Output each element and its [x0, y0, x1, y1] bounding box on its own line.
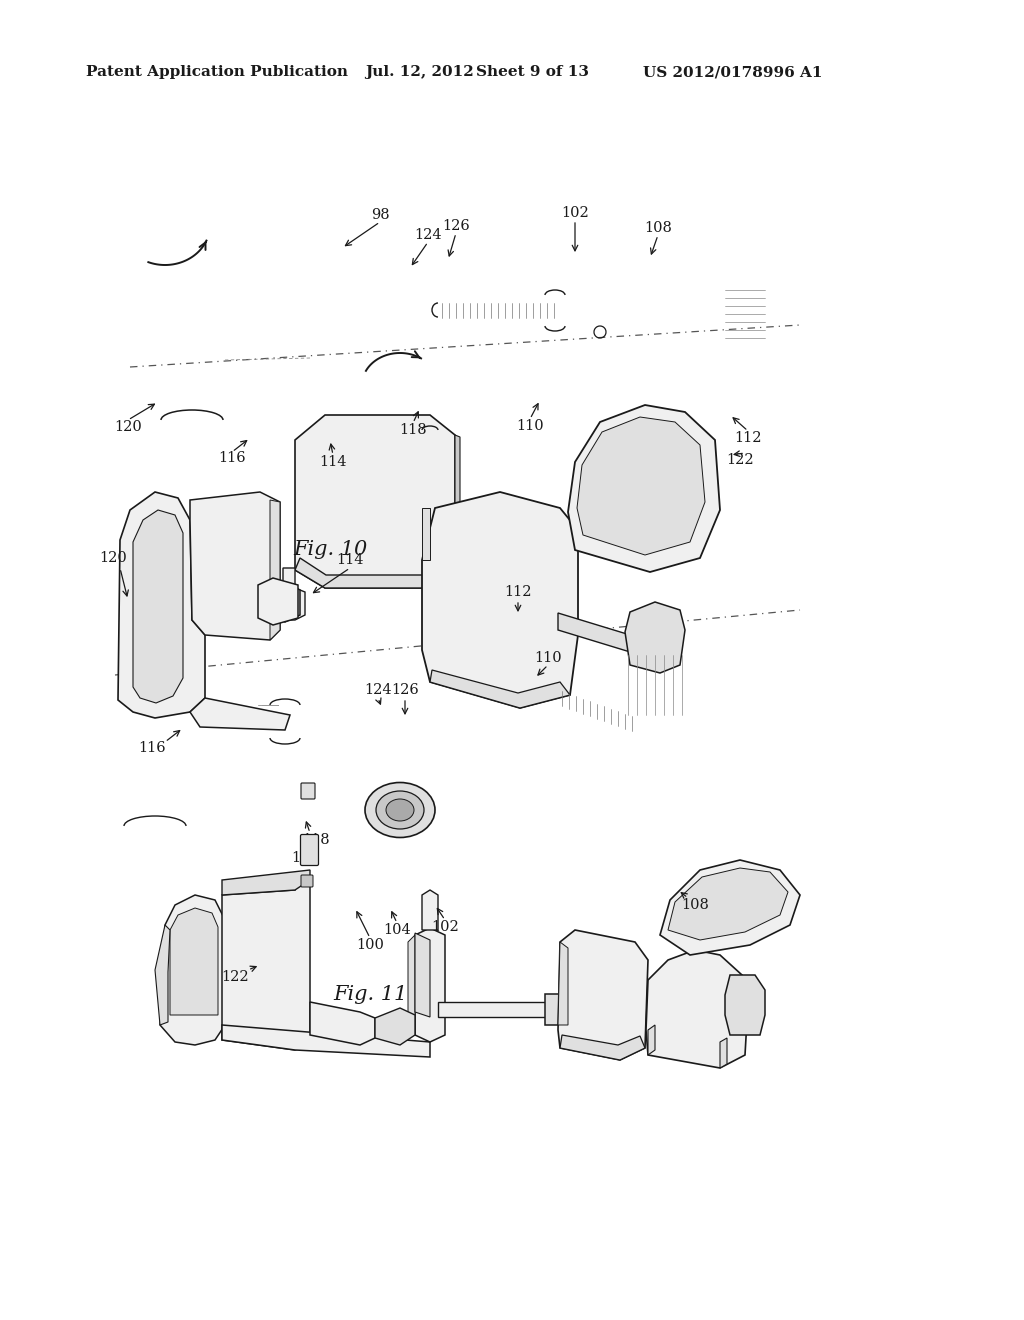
Polygon shape — [118, 492, 205, 718]
Text: 126: 126 — [442, 219, 470, 234]
Polygon shape — [133, 510, 183, 704]
Polygon shape — [170, 908, 218, 1015]
Polygon shape — [558, 612, 640, 655]
Text: US 2012/0178996 A1: US 2012/0178996 A1 — [643, 65, 822, 79]
FancyBboxPatch shape — [301, 875, 313, 887]
Text: 124: 124 — [414, 228, 441, 242]
Polygon shape — [438, 1002, 555, 1016]
Ellipse shape — [376, 791, 424, 829]
Text: 114: 114 — [319, 455, 347, 469]
Polygon shape — [408, 935, 415, 1035]
Polygon shape — [668, 869, 788, 940]
Polygon shape — [625, 602, 685, 673]
Text: 118: 118 — [399, 422, 427, 437]
Polygon shape — [222, 880, 310, 1049]
Text: 108: 108 — [681, 898, 709, 912]
Text: 100: 100 — [356, 939, 384, 952]
Text: Fig. 10: Fig. 10 — [293, 540, 368, 558]
Text: 122: 122 — [726, 453, 754, 467]
Text: Jul. 12, 2012: Jul. 12, 2012 — [365, 65, 474, 79]
Polygon shape — [310, 1002, 375, 1045]
Polygon shape — [422, 508, 430, 560]
Polygon shape — [422, 890, 438, 931]
Polygon shape — [190, 492, 280, 640]
Polygon shape — [455, 436, 460, 566]
Text: Fig. 11: Fig. 11 — [333, 985, 408, 1005]
Polygon shape — [558, 942, 568, 1026]
Polygon shape — [415, 928, 445, 1041]
Polygon shape — [375, 1008, 415, 1045]
Polygon shape — [430, 671, 570, 708]
Polygon shape — [648, 1026, 655, 1055]
Polygon shape — [222, 870, 310, 895]
Text: Patent Application Publication: Patent Application Publication — [86, 65, 348, 79]
Text: 116: 116 — [138, 741, 166, 755]
Text: 112: 112 — [504, 585, 531, 599]
Ellipse shape — [386, 799, 414, 821]
Polygon shape — [577, 417, 705, 554]
Polygon shape — [415, 933, 430, 1016]
Text: 108: 108 — [644, 220, 672, 235]
Text: 102: 102 — [431, 920, 459, 935]
Polygon shape — [258, 578, 298, 624]
Polygon shape — [725, 975, 765, 1035]
Polygon shape — [720, 1038, 727, 1068]
Text: 110: 110 — [535, 651, 562, 665]
Polygon shape — [560, 1035, 645, 1060]
Text: 120: 120 — [114, 420, 142, 434]
Polygon shape — [646, 950, 746, 1068]
Text: 120: 120 — [99, 550, 127, 565]
Polygon shape — [422, 492, 578, 708]
Text: 116: 116 — [218, 451, 246, 465]
Polygon shape — [190, 698, 290, 730]
Text: 106: 106 — [291, 851, 318, 865]
Text: 98: 98 — [371, 209, 389, 222]
Text: 112: 112 — [734, 432, 762, 445]
Text: 104: 104 — [383, 923, 411, 937]
Polygon shape — [155, 925, 170, 1026]
Polygon shape — [270, 500, 280, 640]
Polygon shape — [295, 554, 455, 587]
Polygon shape — [295, 414, 455, 587]
Polygon shape — [283, 568, 305, 620]
Text: 110: 110 — [516, 418, 544, 433]
Text: Sheet 9 of 13: Sheet 9 of 13 — [476, 65, 589, 79]
FancyBboxPatch shape — [300, 834, 318, 866]
Text: 124: 124 — [365, 682, 392, 697]
FancyBboxPatch shape — [301, 783, 315, 799]
Polygon shape — [660, 861, 800, 954]
Polygon shape — [222, 1026, 430, 1057]
Ellipse shape — [365, 783, 435, 837]
Polygon shape — [558, 931, 648, 1060]
Polygon shape — [545, 994, 565, 1026]
Text: 102: 102 — [561, 206, 589, 220]
Text: 118: 118 — [302, 833, 330, 847]
Polygon shape — [568, 405, 720, 572]
Polygon shape — [270, 582, 300, 622]
Text: 114: 114 — [336, 553, 364, 568]
Polygon shape — [742, 975, 750, 1015]
Text: 122: 122 — [221, 970, 249, 983]
Text: 126: 126 — [391, 682, 419, 697]
Polygon shape — [160, 895, 225, 1045]
